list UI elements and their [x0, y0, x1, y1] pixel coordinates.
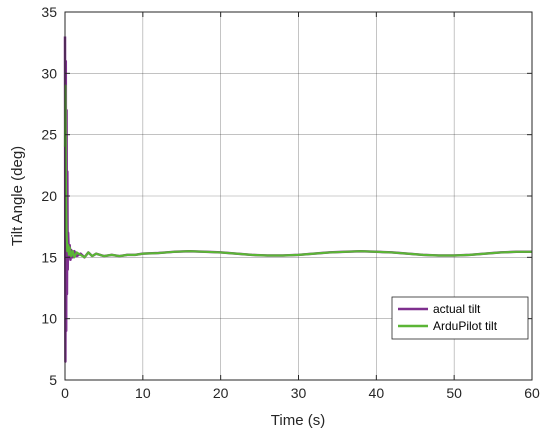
legend-box	[391, 296, 529, 340]
legend: actual tilt ArduPilot tilt	[391, 296, 529, 340]
series-line-ardupilot-tilt	[63, 84, 532, 259]
tick-marks	[64, 11, 533, 381]
y-tick-label: 20	[41, 188, 57, 204]
x-tick-label: 40	[369, 385, 385, 401]
x-tick-label: 50	[446, 385, 462, 401]
x-tick-label: 0	[61, 385, 69, 401]
y-axis-label: Tilt Angle (deg)	[9, 146, 26, 246]
x-tick-label: 60	[524, 385, 540, 401]
y-tick-label: 15	[41, 249, 57, 265]
tick-labels: 0 10 20 30 40 50 60 5 10 15 20 25 30 35	[41, 4, 540, 401]
x-tick-label: 20	[213, 385, 229, 401]
grid-lines	[65, 12, 532, 380]
y-tick-label: 30	[41, 65, 57, 81]
series-layer	[63, 36, 532, 363]
legend-entry: actual tilt	[433, 302, 481, 316]
y-tick-label: 35	[41, 4, 57, 20]
x-tick-label: 30	[291, 385, 307, 401]
y-tick-label: 5	[49, 372, 57, 388]
y-tick-label: 10	[41, 311, 57, 327]
y-tick-label: 25	[41, 127, 57, 143]
legend-entry: ArduPilot tilt	[433, 319, 498, 333]
x-axis-label: Time (s)	[271, 412, 325, 429]
x-tick-label: 10	[135, 385, 151, 401]
